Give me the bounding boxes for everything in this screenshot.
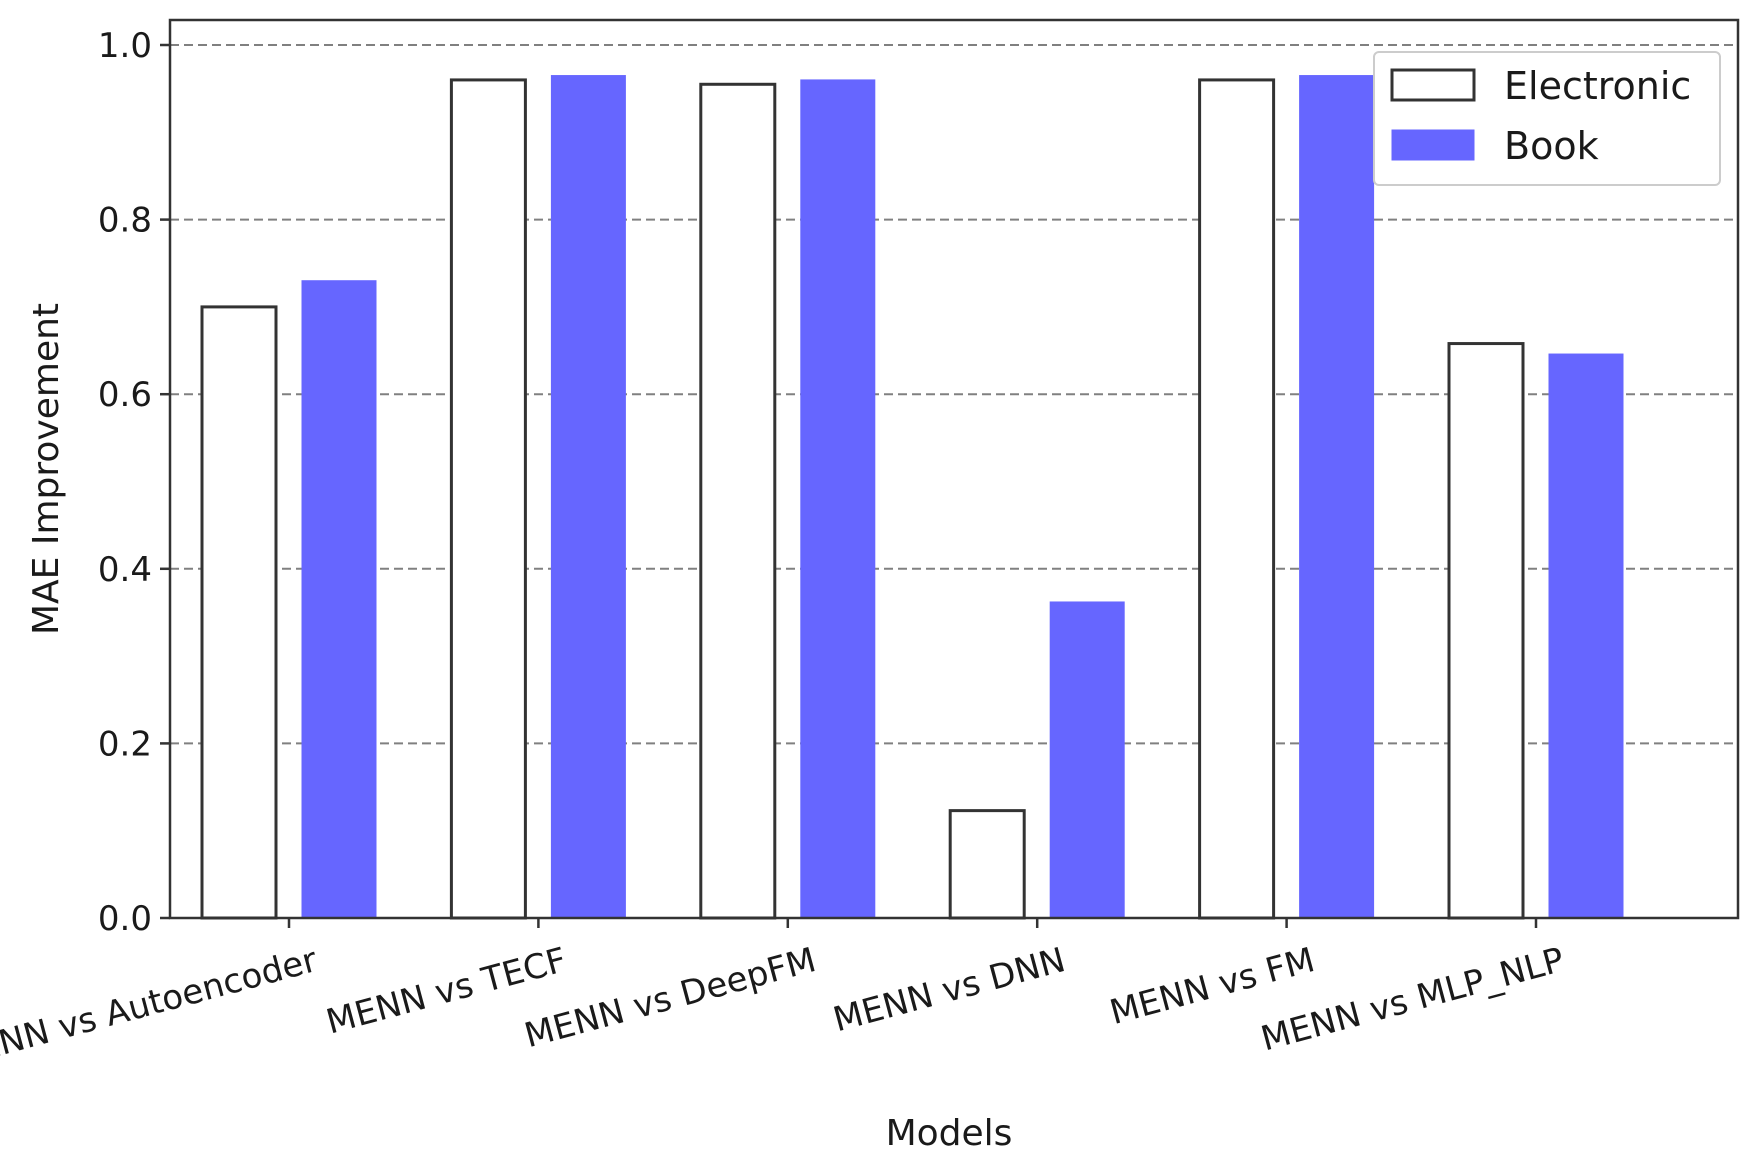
bar-book-2 (550, 75, 626, 919)
legend-swatch-book (1391, 129, 1475, 161)
bar-electronic-4 (948, 809, 1026, 920)
bar-electronic-5 (1198, 78, 1276, 920)
y-tick-label: 1.0 (98, 26, 152, 66)
y-tick-label: 0.8 (98, 201, 152, 241)
x-axis-label: Models (886, 1113, 1013, 1154)
bar-electronic-3 (699, 82, 777, 920)
bar-book-5 (1299, 75, 1375, 919)
x-tick-label: MENN vs DeepFM (520, 940, 820, 1056)
legend-label-electronic: Electronic (1504, 64, 1691, 108)
y-axis-label: MAE Improvement (26, 303, 67, 635)
legend: Electronic Book (1373, 51, 1721, 186)
y-tick-label: 0.6 (98, 375, 152, 415)
bar-book-3 (800, 79, 876, 919)
y-axis: 0.0 0.2 0.4 0.6 0.8 1.0 (98, 26, 170, 939)
y-tick-label: 0.2 (98, 724, 152, 764)
legend-label-book: Book (1504, 124, 1599, 168)
y-tick-label: 0.4 (98, 550, 152, 590)
y-tick-label: 0.0 (98, 899, 152, 939)
bar-book-6 (1548, 353, 1624, 919)
bar-electronic-2 (449, 78, 527, 920)
x-tick-label: MENN vs Autoencoder (0, 940, 321, 1077)
x-tick-label: MENN vs DNN (829, 940, 1069, 1040)
bar-book-4 (1049, 601, 1125, 919)
bar-electronic-6 (1447, 342, 1525, 920)
bar-electronic-1 (200, 305, 278, 920)
plot-frame (168, 18, 1740, 920)
legend-swatch-electronic (1390, 68, 1476, 102)
bar-book-1 (301, 280, 377, 919)
bars (200, 75, 1624, 920)
